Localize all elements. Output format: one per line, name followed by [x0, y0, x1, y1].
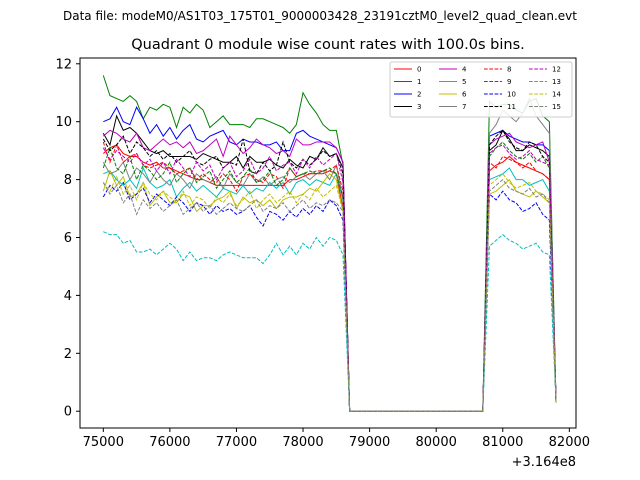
series-line-8	[102, 141, 557, 412]
plot-frame	[79, 57, 577, 429]
legend-box	[389, 61, 573, 118]
y-tick-label: 0	[64, 405, 72, 420]
legend-label: 5	[462, 78, 466, 86]
legend-label: 6	[462, 91, 467, 99]
series-line-3	[102, 114, 557, 412]
legend-label: 14	[552, 91, 561, 99]
series-line-9	[102, 141, 557, 412]
x-tick-label: 81000	[482, 435, 523, 450]
legend-label: 8	[507, 66, 511, 74]
legend-label: 10	[507, 91, 516, 99]
y-tick-label: 8	[64, 173, 72, 188]
series-line-0	[102, 144, 557, 412]
y-axis: 0 2 4 6 8 10 12	[55, 57, 80, 420]
legend-label: 15	[552, 103, 561, 111]
series-line-4	[102, 129, 557, 412]
series-layer	[102, 75, 557, 412]
legend-label: 4	[462, 66, 467, 74]
series-line-5	[103, 166, 557, 412]
legend-label: 13	[552, 78, 561, 86]
x-axis: 75000 76000 77000 78000 79000 80000 81000 82000	[83, 428, 590, 450]
series-line-15	[102, 178, 557, 412]
x-tick-label: 79000	[349, 435, 390, 450]
legend-label: 12	[552, 66, 561, 74]
y-tick-label: 2	[64, 347, 72, 362]
x-tick-label: 77000	[216, 435, 257, 450]
legend-label: 7	[462, 103, 466, 111]
legend-label: 2	[417, 91, 421, 99]
y-tick-label: 10	[55, 115, 72, 130]
legend-label: 1	[417, 78, 421, 86]
x-tick-label: 78000	[282, 435, 323, 450]
legend-label: 3	[417, 103, 421, 111]
x-offset-label: +3.164e8	[512, 455, 576, 470]
y-tick-label: 6	[64, 231, 72, 246]
legend-label: 11	[507, 103, 516, 111]
series-line-10	[102, 181, 557, 412]
x-tick-label: 75000	[83, 435, 124, 450]
y-tick-label: 4	[64, 289, 72, 304]
x-tick-label: 80000	[416, 435, 457, 450]
series-line-12	[102, 144, 557, 412]
legend-label: 9	[507, 78, 511, 86]
series-line-11	[102, 129, 557, 412]
x-tick-label: 76000	[149, 435, 190, 450]
chart-title: Quadrant 0 module wise count rates with …	[131, 37, 525, 53]
series-line-6	[102, 169, 557, 412]
series-line-13	[103, 231, 557, 412]
figure-suptitle: Data file: modeM0/AS1T03_175T01_90000034…	[63, 9, 577, 23]
legend-label: 0	[417, 66, 421, 74]
y-tick-label: 12	[55, 57, 72, 72]
series-line-14	[102, 173, 557, 412]
x-tick-label: 82000	[549, 435, 590, 450]
